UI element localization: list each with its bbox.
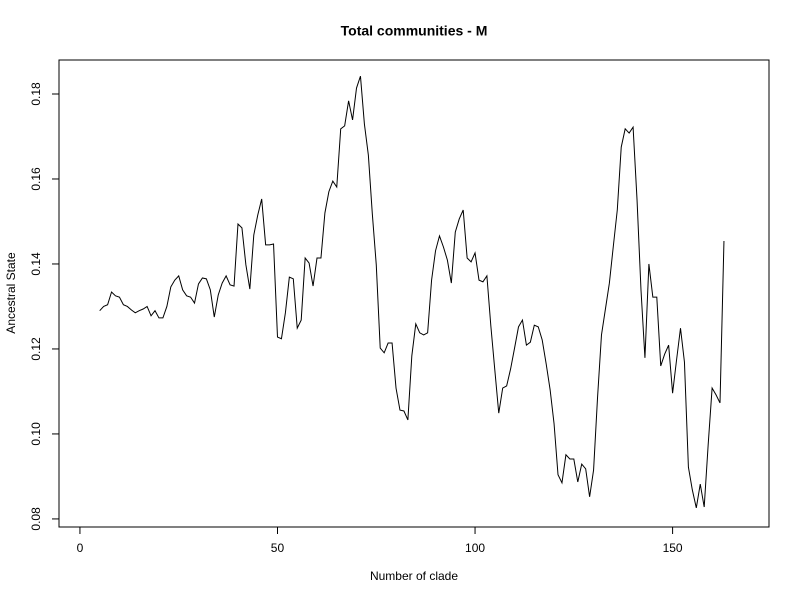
x-tick-label: 100 (465, 541, 485, 555)
y-axis-label: Ancestral State (4, 252, 18, 334)
y-tick-label: 0.12 (29, 337, 43, 361)
x-tick-label: 50 (271, 541, 285, 555)
y-tick-label: 0.16 (29, 167, 43, 191)
x-tick-label: 0 (77, 541, 84, 555)
y-tick-label: 0.14 (29, 252, 43, 276)
y-tick-label: 0.10 (29, 422, 43, 446)
x-axis-label: Number of clade (370, 569, 458, 583)
chart-title: Total communities - M (341, 23, 488, 39)
x-tick-label: 150 (663, 541, 683, 555)
data-line (99, 75, 725, 508)
y-tick-label: 0.18 (29, 82, 43, 106)
y-tick-label: 0.08 (29, 507, 43, 531)
